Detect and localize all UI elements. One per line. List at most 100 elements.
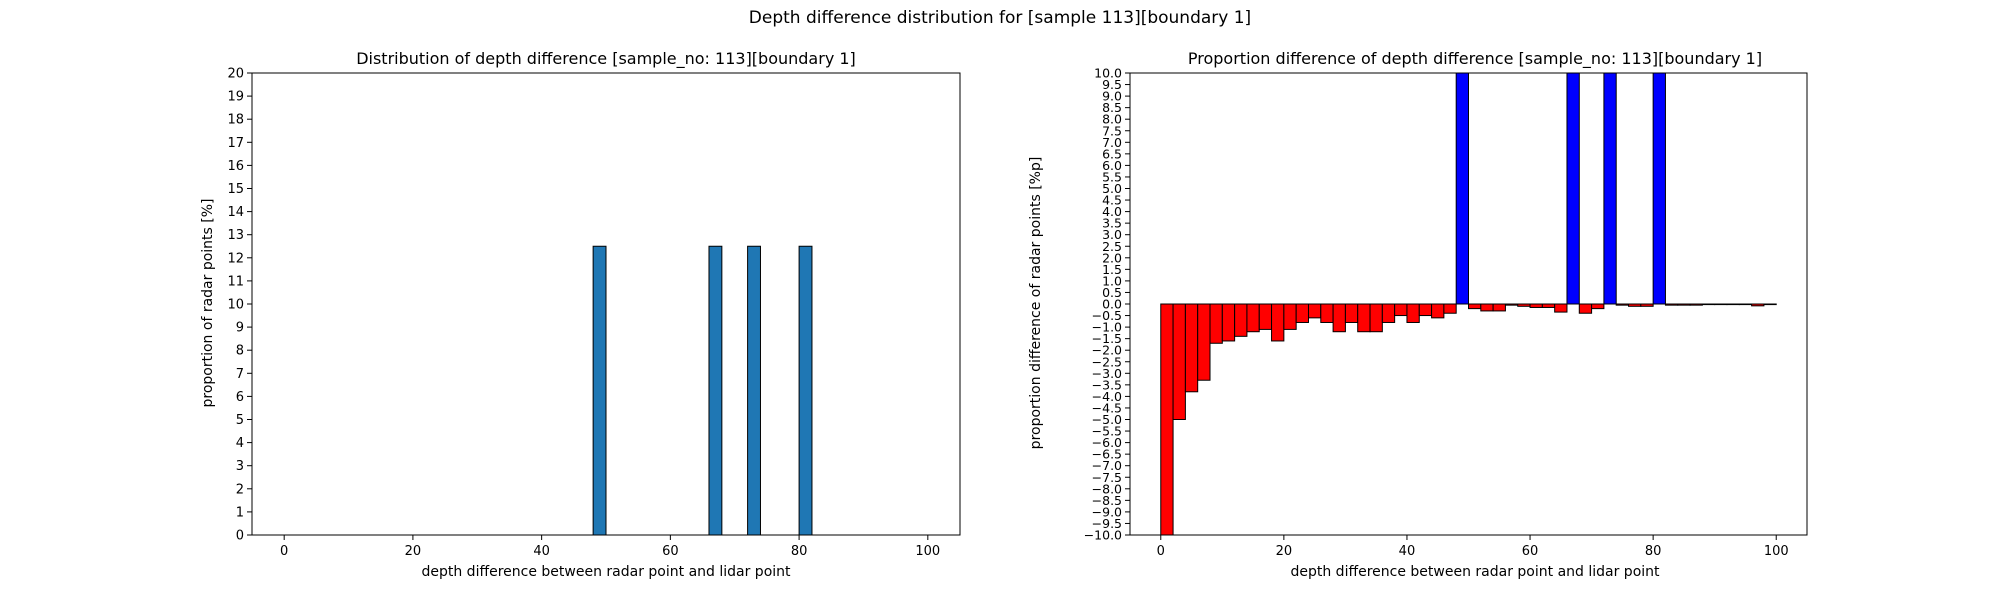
chart-right-bar <box>1184 303 1199 393</box>
chart-left-xlabel: depth difference between radar point and… <box>421 564 791 580</box>
chart-right-bar <box>1258 303 1273 330</box>
chart-left-ytick-label: 15 <box>227 182 244 197</box>
chart-right-xlabel: depth difference between radar point and… <box>1290 564 1660 580</box>
chart-left-ytick-label: 0 <box>236 529 244 544</box>
chart-right-bar <box>1689 303 1703 306</box>
chart-right-bar <box>1468 303 1482 310</box>
chart-left-bar <box>708 245 723 536</box>
chart-right-ytick-label: −0.5 <box>1092 308 1122 323</box>
chart-right-ytick-label: −6.5 <box>1092 447 1122 462</box>
chart-right-ytick-label: 5.0 <box>1102 181 1122 196</box>
chart-right-bar <box>1714 303 1728 306</box>
chart-right-xtick-label: 100 <box>1764 544 1789 559</box>
chart-left-ytick-label: 7 <box>236 367 244 382</box>
chart-right-bar <box>1271 303 1285 342</box>
chart-right-ytick-label: 7.5 <box>1102 123 1122 138</box>
chart-right-bar <box>1480 303 1494 312</box>
chart-right-bar <box>1677 303 1691 306</box>
chart-left-ytick-label: 9 <box>236 321 244 336</box>
chart-right-bar <box>1344 303 1359 323</box>
chart-right-ytick-label: 4.5 <box>1102 193 1122 208</box>
chart-right-bar <box>1369 303 1383 333</box>
chart-right-bar <box>1541 303 1556 308</box>
chart-right-bar <box>1664 303 1679 306</box>
chart-right-bar <box>1726 303 1740 306</box>
chart-left-xtick-label: 80 <box>791 544 808 559</box>
chart-right-ytick-label: 9.5 <box>1102 77 1122 92</box>
chart-right-bar <box>1603 72 1617 305</box>
chart-right-ytick-label: 3.0 <box>1102 227 1122 242</box>
chart-left-ytick-label: 8 <box>236 344 244 359</box>
chart-right-bar <box>1615 303 1630 306</box>
chart-right-ytick-label: −5.0 <box>1092 412 1122 427</box>
chart-left-ytick-label: 6 <box>236 390 244 405</box>
chart-left-ytick-label: 10 <box>227 298 244 313</box>
chart-right-ytick-label: −10.0 <box>1084 528 1122 543</box>
chart-right-bar <box>1751 303 1765 307</box>
chart-right-bar <box>1418 303 1433 317</box>
chart-right-bar <box>1221 303 1236 342</box>
chart-right-ytick-label: 5.5 <box>1102 169 1122 184</box>
chart-right-bar <box>1234 303 1248 337</box>
chart-right-ytick-label: −6.0 <box>1092 435 1122 450</box>
chart-right-xtick-label: 80 <box>1645 544 1662 559</box>
chart-right-bar <box>1529 303 1543 308</box>
chart-left-ytick-label: 17 <box>227 136 244 151</box>
chart-left-title: Distribution of depth difference [sample… <box>356 49 856 69</box>
chart-right-xtick-label: 0 <box>1157 544 1165 559</box>
chart-right-ytick-label: −7.0 <box>1092 458 1122 473</box>
chart-right-xtick-label: 40 <box>1399 544 1416 559</box>
chart-right-bar <box>1357 303 1371 333</box>
chart-right-bar <box>1431 303 1445 319</box>
chart-right-ytick-label: −1.5 <box>1092 331 1122 346</box>
chart-left-ytick-label: 16 <box>227 159 244 174</box>
chart-left-ytick-label: 13 <box>227 228 244 243</box>
chart-right-bar <box>1763 303 1777 306</box>
chart-right-ytick-label: 4.0 <box>1102 204 1122 219</box>
chart-right-ytick-label: 3.5 <box>1102 216 1122 231</box>
chart-right-ytick-label: 7.0 <box>1102 135 1122 150</box>
chart-right-ytick-label: 8.0 <box>1102 112 1122 127</box>
chart-left-ytick-label: 1 <box>236 505 244 520</box>
chart-left-ytick-label: 5 <box>236 413 244 428</box>
chart-left-ytick-label: 11 <box>227 274 244 289</box>
chart-left-xtick-label: 0 <box>280 544 288 559</box>
chart-left-ylabel: proportion of radar points [%] <box>200 198 216 407</box>
chart-right-bar <box>1554 303 1568 313</box>
chart-right-bar <box>1394 303 1408 317</box>
chart-right-bar <box>1640 303 1654 307</box>
chart-right-ytick-label: −2.0 <box>1092 343 1122 358</box>
chart-right-ytick-label: −4.0 <box>1092 389 1122 404</box>
chart-right-ytick-label: −9.5 <box>1092 516 1122 531</box>
chart-right-bar <box>1628 303 1642 307</box>
chart-right-ytick-label: 1.0 <box>1102 273 1122 288</box>
chart-right-bar <box>1209 303 1223 344</box>
chart-right-bar <box>1246 303 1260 333</box>
chart-right-title: Proportion difference of depth differenc… <box>1188 49 1762 69</box>
chart-right-ytick-label: −1.0 <box>1092 320 1122 335</box>
chart-right-ytick-label: −8.5 <box>1092 493 1122 508</box>
chart-left-ytick-label: 18 <box>227 113 244 128</box>
figure-title: Depth difference distribution for [sampl… <box>748 8 1252 28</box>
chart-right-bar <box>1738 303 1753 306</box>
chart-right-ytick-label: 6.0 <box>1102 158 1122 173</box>
chart-right-bar <box>1652 72 1666 305</box>
chart-right-ytick-label: −3.0 <box>1092 366 1122 381</box>
chart-right-bar <box>1443 303 1457 314</box>
chart-right-bar <box>1283 303 1297 330</box>
chart-right-bar <box>1492 303 1506 312</box>
chart-left-ytick-label: 4 <box>236 436 244 451</box>
chart-right-ytick-label: 10.0 <box>1094 66 1122 81</box>
chart-right-bar <box>1578 303 1593 314</box>
chart-right-ytick-label: 2.5 <box>1102 239 1122 254</box>
chart-left-ytick-label: 14 <box>227 205 244 220</box>
chart-right-ytick-label: −4.5 <box>1092 400 1122 415</box>
chart-right-bar <box>1517 303 1531 307</box>
chart-right-ytick-label: 9.0 <box>1102 89 1122 104</box>
chart-right-ytick-label: 1.5 <box>1102 262 1122 277</box>
chart-right-bar <box>1566 72 1580 305</box>
chart-right-bar <box>1320 303 1334 323</box>
chart-right-bar <box>1197 303 1211 381</box>
chart-right-bar <box>1307 303 1322 319</box>
